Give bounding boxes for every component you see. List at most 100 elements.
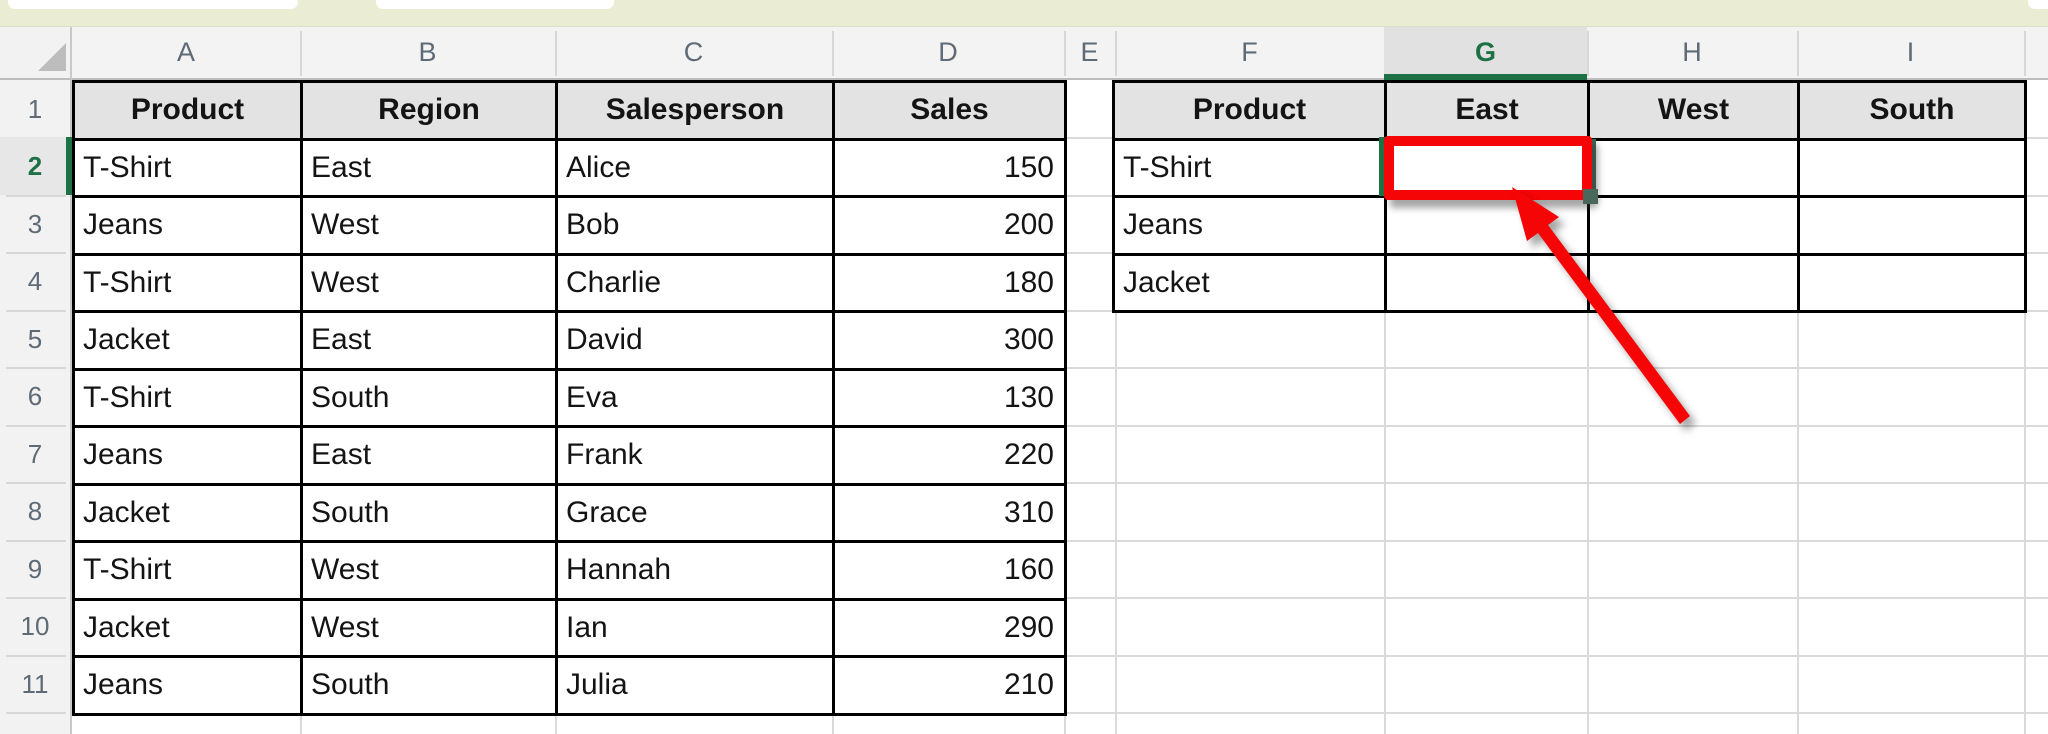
cell-A4[interactable]: T-Shirt bbox=[75, 255, 303, 313]
header-cell[interactable]: Salesperson bbox=[558, 83, 835, 141]
cell-G3[interactable] bbox=[1387, 198, 1590, 256]
cell-D4[interactable]: 180 bbox=[835, 255, 1067, 313]
cell-F2[interactable]: T-Shirt bbox=[1115, 140, 1387, 198]
cell-I2[interactable] bbox=[1800, 140, 2027, 198]
cell-G4[interactable] bbox=[1387, 255, 1590, 313]
cell-A5[interactable]: Jacket bbox=[75, 313, 303, 371]
column-header-A[interactable]: A bbox=[176, 37, 195, 67]
row-header-1[interactable]: 1 bbox=[27, 93, 43, 124]
cell-D10[interactable]: 290 bbox=[835, 600, 1067, 658]
cell-B6[interactable]: South bbox=[303, 370, 558, 428]
column-header-G-selected[interactable]: G bbox=[1474, 37, 1496, 67]
cell-B7[interactable]: East bbox=[303, 428, 558, 486]
cell-B11[interactable]: South bbox=[303, 658, 558, 716]
cell-A11[interactable]: Jeans bbox=[75, 658, 303, 716]
row-header-7[interactable]: 7 bbox=[27, 438, 43, 469]
cell-A9[interactable]: T-Shirt bbox=[75, 543, 303, 601]
cell-B5[interactable]: East bbox=[303, 313, 558, 371]
row-header-2-selected[interactable]: 2 bbox=[27, 150, 43, 181]
cell-C5[interactable]: David bbox=[558, 313, 835, 371]
column-header-F[interactable]: F bbox=[1241, 37, 1258, 67]
header-separator bbox=[300, 31, 302, 76]
name-box-fragment bbox=[8, 0, 298, 9]
row-header-8[interactable]: 8 bbox=[27, 495, 43, 526]
cell-C7[interactable]: Frank bbox=[558, 428, 835, 486]
cell-D5[interactable]: 300 bbox=[835, 313, 1067, 371]
column-header-E[interactable]: E bbox=[1080, 37, 1099, 67]
cell-A6[interactable]: T-Shirt bbox=[75, 370, 303, 428]
cell-A2[interactable]: T-Shirt bbox=[75, 140, 303, 198]
cell-C4[interactable]: Charlie bbox=[558, 255, 835, 313]
cell-B3[interactable]: West bbox=[303, 198, 558, 256]
cell-C3[interactable]: Bob bbox=[558, 198, 835, 256]
row-separator bbox=[6, 425, 66, 427]
column-header-D[interactable]: D bbox=[938, 37, 958, 67]
header-cell[interactable]: Sales bbox=[835, 83, 1067, 141]
cell-B9[interactable]: West bbox=[303, 543, 558, 601]
select-all-corner[interactable] bbox=[0, 27, 72, 80]
cell-I4[interactable] bbox=[1800, 255, 2027, 313]
header-separator bbox=[2024, 31, 2026, 76]
row-header-9[interactable]: 9 bbox=[27, 553, 43, 584]
fill-handle[interactable] bbox=[1583, 189, 1598, 204]
row-header-11[interactable]: 11 bbox=[21, 668, 49, 699]
row-header-6[interactable]: 6 bbox=[27, 380, 43, 411]
header-separator bbox=[555, 31, 557, 76]
column-header-I[interactable]: I bbox=[1906, 37, 1915, 67]
cell-D9[interactable]: 160 bbox=[835, 543, 1067, 601]
gridline bbox=[2024, 80, 2026, 734]
cell-F3[interactable]: Jeans bbox=[1115, 198, 1387, 256]
cell-C9[interactable]: Hannah bbox=[558, 543, 835, 601]
header-cell[interactable]: West bbox=[1590, 83, 1800, 141]
header-cell[interactable]: Product bbox=[1115, 83, 1387, 141]
row-separator bbox=[6, 655, 66, 657]
cell-C11[interactable]: Julia bbox=[558, 658, 835, 716]
cell-D3[interactable]: 200 bbox=[835, 198, 1067, 256]
cell-B4[interactable]: West bbox=[303, 255, 558, 313]
header-cell[interactable]: Product bbox=[75, 83, 303, 141]
row-separator bbox=[6, 597, 66, 599]
row-header-10[interactable]: 10 bbox=[20, 610, 50, 641]
row-header-3[interactable]: 3 bbox=[27, 208, 43, 239]
cell-F4[interactable]: Jacket bbox=[1115, 255, 1387, 313]
header-cell[interactable]: East bbox=[1387, 83, 1590, 141]
row-separator bbox=[6, 540, 66, 542]
select-all-triangle-icon bbox=[38, 43, 66, 71]
cell-A7[interactable]: Jeans bbox=[75, 428, 303, 486]
cell-B2[interactable]: East bbox=[303, 140, 558, 198]
gridline bbox=[1115, 80, 1117, 734]
column-header-B[interactable]: B bbox=[418, 37, 437, 67]
cell-B10[interactable]: West bbox=[303, 600, 558, 658]
gridline bbox=[1384, 80, 1386, 734]
cell-I3[interactable] bbox=[1800, 198, 2027, 256]
column-header-C[interactable]: C bbox=[683, 37, 704, 67]
row-separator bbox=[6, 482, 66, 484]
selection-border-left bbox=[1379, 137, 1385, 196]
cell-A8[interactable]: Jacket bbox=[75, 485, 303, 543]
cell-B8[interactable]: South bbox=[303, 485, 558, 543]
header-cell[interactable]: Region bbox=[303, 83, 558, 141]
header-separator bbox=[1797, 31, 1799, 76]
row-header-4[interactable]: 4 bbox=[27, 265, 43, 296]
header-cell[interactable]: South bbox=[1800, 83, 2027, 141]
column-header-H[interactable]: H bbox=[1682, 37, 1702, 67]
cell-D2[interactable]: 150 bbox=[835, 140, 1067, 198]
row-separator bbox=[6, 310, 66, 312]
cell-C6[interactable]: Eva bbox=[558, 370, 835, 428]
cell-H3[interactable] bbox=[1590, 198, 1800, 256]
cell-H2[interactable] bbox=[1590, 140, 1800, 198]
cell-C8[interactable]: Grace bbox=[558, 485, 835, 543]
header-separator bbox=[1064, 31, 1066, 76]
cell-C2[interactable]: Alice bbox=[558, 140, 835, 198]
cell-A10[interactable]: Jacket bbox=[75, 600, 303, 658]
cell-D7[interactable]: 220 bbox=[835, 428, 1067, 486]
row-header-5[interactable]: 5 bbox=[27, 323, 43, 354]
cell-H4[interactable] bbox=[1590, 255, 1800, 313]
cell-D8[interactable]: 310 bbox=[835, 485, 1067, 543]
cell-D11[interactable]: 210 bbox=[835, 658, 1067, 716]
cell-D6[interactable]: 130 bbox=[835, 370, 1067, 428]
cell-C10[interactable]: Ian bbox=[558, 600, 835, 658]
cell-A3[interactable]: Jeans bbox=[75, 198, 303, 256]
header-separator bbox=[1115, 31, 1117, 76]
